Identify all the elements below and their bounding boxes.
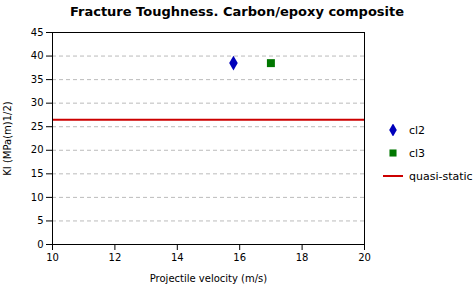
svg-text:12: 12 xyxy=(109,252,122,263)
svg-text:0: 0 xyxy=(37,239,43,250)
svg-text:10: 10 xyxy=(31,192,44,203)
svg-text:20: 20 xyxy=(358,252,371,263)
svg-text:16: 16 xyxy=(233,252,246,263)
html-text:cl3: cl3 xyxy=(409,146,426,160)
svg-text:14: 14 xyxy=(171,252,184,263)
svg-text:5: 5 xyxy=(37,215,43,226)
svg-text:35: 35 xyxy=(31,74,44,85)
svg-text:40: 40 xyxy=(31,50,44,61)
svg-text:15: 15 xyxy=(31,168,44,179)
svg-text:Projectile velocity (m/s): Projectile velocity (m/s) xyxy=(150,273,268,284)
svg-text:10: 10 xyxy=(46,252,59,263)
svg-text:30: 30 xyxy=(31,97,44,108)
html-text:quasi-static: quasi-static xyxy=(409,169,473,183)
svg-text:25: 25 xyxy=(31,121,44,132)
svg-text:20: 20 xyxy=(31,144,44,155)
svg-text:KI (MPa(m)1/2): KI (MPa(m)1/2) xyxy=(2,101,13,176)
html-text:Fracture Toughness. Carbon/epo: Fracture Toughness. Carbon/epoxy composi… xyxy=(69,4,404,19)
svg-text:45: 45 xyxy=(31,27,44,38)
svg-text:18: 18 xyxy=(296,252,309,263)
html-text:cl2: cl2 xyxy=(409,123,426,137)
